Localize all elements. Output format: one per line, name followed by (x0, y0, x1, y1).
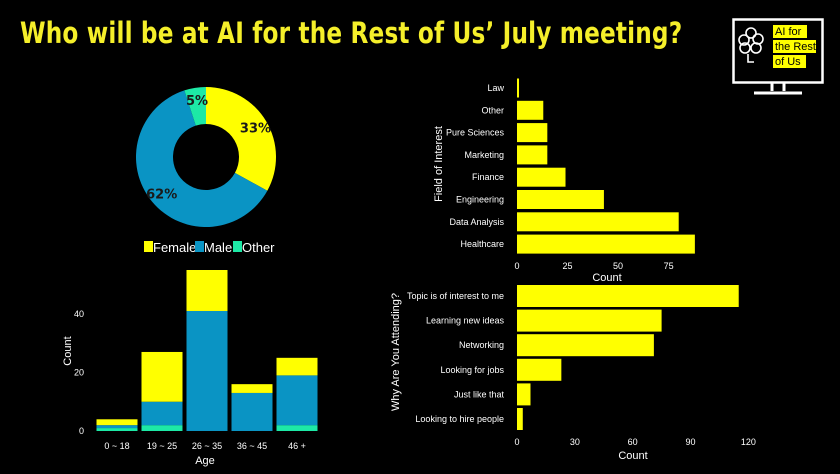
y-tick-label: Other (481, 105, 504, 115)
h-bar (517, 408, 523, 430)
age-bar-segment (141, 351, 183, 402)
y-tick-label: 0 (79, 426, 84, 436)
age-bar-segment (141, 425, 183, 431)
logo: AI for the Rest of Us (732, 18, 824, 95)
x-tick-label: 30 (570, 437, 580, 447)
h-bar (517, 167, 566, 187)
h-bar (517, 100, 544, 120)
x-axis-label: Count (592, 272, 621, 284)
x-axis-label: Age (195, 455, 215, 467)
x-tick-label: 90 (686, 437, 696, 447)
y-tick-label: Law (487, 83, 504, 93)
legend-swatch (144, 241, 153, 252)
y-tick-label: 20 (74, 367, 84, 377)
age-bar-segment (96, 425, 138, 429)
h-bar (517, 123, 548, 143)
h-bar (517, 383, 531, 406)
age-bar-segment (186, 310, 228, 431)
age-bar-segment (231, 392, 273, 431)
h-bar (517, 145, 548, 165)
legend-swatch (233, 241, 242, 252)
age-bar-segment (276, 375, 318, 426)
age-bar-chart: 0 ~ 18 19 ~ 25 26 ~ 35 36 ~ 45 46 + 0 20 40 Age C… (62, 270, 318, 467)
h-bar (517, 190, 604, 209)
donut-slice (136, 90, 268, 227)
y-axis-label: Count (62, 336, 74, 365)
reason-bar-chart: Topic is of interest to me Learning new i… (390, 285, 756, 462)
x-tick-label: 75 (664, 261, 674, 271)
y-tick-label: Networking (459, 340, 504, 350)
donut-slice (184, 87, 206, 126)
age-bar-segment (276, 425, 318, 431)
y-tick-label: Data Analysis (449, 217, 504, 227)
x-tick-label: 26 ~ 35 (192, 441, 222, 451)
y-tick-label: Marketing (464, 150, 504, 160)
y-axis-label: Why Are You Attending? (390, 293, 402, 411)
age-bar-segment (141, 401, 183, 426)
h-bar (517, 285, 739, 307)
gender-donut-chart: 33% 62% 5% Female Male Other (136, 87, 276, 255)
logo-line: the Rest (775, 41, 816, 53)
slice-label: 5% (186, 94, 208, 109)
h-bar (517, 358, 562, 381)
y-tick-label: 40 (74, 309, 84, 319)
h-bar (517, 234, 695, 254)
legend-label: Other (242, 240, 275, 255)
logo-line: of Us (775, 56, 801, 68)
y-tick-label: Looking for jobs (440, 365, 504, 375)
x-tick-label: 0 ~ 18 (104, 441, 129, 451)
donut-slice (206, 87, 276, 191)
monitor-icon (732, 18, 824, 84)
legend-label: Female (153, 240, 196, 255)
age-bar-segment (96, 419, 138, 426)
y-tick-label: Looking to hire people (415, 414, 504, 424)
brain-icon (738, 27, 764, 63)
x-tick-label: 46 + (288, 441, 306, 451)
legend: Female Male Other (144, 240, 275, 255)
field-bar-chart: Law Other Pure Sciences Marketing Finance Eng… (433, 78, 695, 284)
x-tick-label: 0 (514, 437, 519, 447)
y-tick-label: Learning new ideas (426, 316, 505, 326)
page-title: Who will be at AI for the Rest of Us’ Ju… (20, 16, 683, 50)
y-tick-label: Healthcare (460, 239, 504, 249)
x-tick-label: 50 (613, 261, 623, 271)
y-tick-label: Topic is of interest to me (407, 291, 504, 301)
y-axis-label: Field of Interest (433, 126, 445, 202)
h-bar (517, 334, 654, 357)
slice-label: 33% (240, 122, 271, 137)
age-bar-segment (276, 357, 318, 376)
x-tick-label: 120 (741, 437, 756, 447)
x-tick-label: 60 (628, 437, 638, 447)
x-tick-label: 36 ~ 45 (237, 441, 267, 451)
y-tick-label: Pure Sciences (446, 128, 505, 138)
x-axis-label: Count (618, 450, 647, 462)
logo-line: AI for (775, 26, 802, 38)
x-tick-label: 19 ~ 25 (147, 441, 177, 451)
logo-text: AI for the Rest of Us (773, 25, 816, 68)
h-bar (517, 212, 679, 232)
y-tick-label: Engineering (456, 195, 504, 205)
x-tick-label: 0 (514, 261, 519, 271)
y-tick-label: Finance (472, 172, 504, 182)
legend-swatch (195, 241, 204, 252)
y-tick-label: Just like that (454, 389, 505, 399)
slice-label: 62% (146, 188, 177, 203)
h-bar (517, 309, 662, 332)
x-tick-label: 25 (563, 261, 573, 271)
age-bar-segment (231, 384, 273, 393)
age-bar-segment (96, 428, 138, 431)
h-bar (517, 78, 520, 98)
age-bar-segment (186, 270, 228, 311)
legend-label: Male (204, 240, 232, 255)
